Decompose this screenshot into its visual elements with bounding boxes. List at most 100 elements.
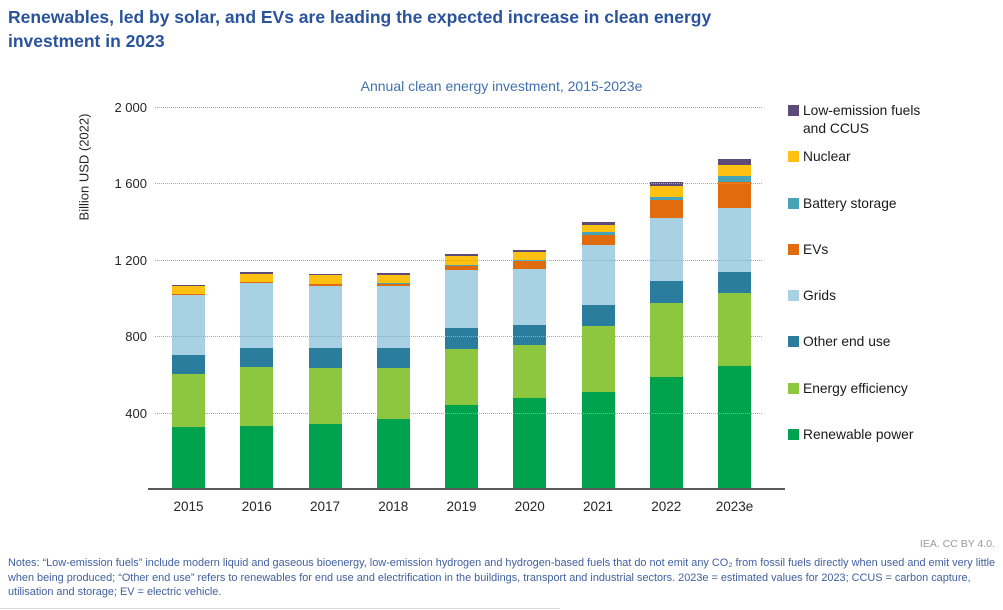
bar-segment xyxy=(240,366,274,426)
bar-segment xyxy=(240,273,274,282)
bar-segment xyxy=(581,234,615,246)
bar-segment xyxy=(376,367,410,420)
legend-label: Energy efficiency xyxy=(803,381,908,396)
bar-2023e: 2023e xyxy=(716,159,753,514)
bar-segment xyxy=(376,273,410,276)
bar-segment xyxy=(376,286,410,348)
bar-segment xyxy=(240,347,274,367)
x-axis-line xyxy=(148,488,785,490)
y-tick-label-800: 800 xyxy=(125,329,147,344)
legend: Low-emission fuels and CCUS Nuclear Batter… xyxy=(788,0,998,470)
bar-segment xyxy=(445,404,478,490)
bar-segment xyxy=(718,208,751,273)
y-tick-label-400: 400 xyxy=(125,405,147,421)
bar-segment xyxy=(308,424,342,490)
bar-segment xyxy=(240,283,274,348)
bar-2015: 2015 xyxy=(172,284,205,514)
chart-subtitle: Annual clean energy investment, 2015-202… xyxy=(360,78,643,94)
bar-segment xyxy=(308,284,342,287)
bar-segment xyxy=(376,275,410,283)
legend-item: Nuclear xyxy=(788,148,851,166)
legend-swatch-icon xyxy=(788,105,799,116)
bar-segment xyxy=(718,365,751,490)
bar-segment xyxy=(718,176,751,182)
page-title-line2: investment in 2023 xyxy=(8,30,165,51)
plot-area: 2015 2016 2017 2018 2019 2020 2021 2022 2023e 40… xyxy=(114,95,775,514)
bar-segment xyxy=(308,275,342,285)
legend-label: EVs xyxy=(803,242,829,257)
gridline-800 xyxy=(155,336,762,337)
bar-segment xyxy=(581,222,615,225)
bar-2018: 2018 xyxy=(376,273,410,514)
y-tick-label-2000: 2 000 xyxy=(114,99,147,115)
bar-segment xyxy=(649,200,683,218)
bar-segment xyxy=(718,272,751,294)
legend-swatch-icon xyxy=(788,429,799,440)
bar-segment xyxy=(581,245,615,305)
bar-2016: 2016 xyxy=(240,272,274,514)
bar-segment xyxy=(172,284,205,287)
x-tick-label-2022: 2022 xyxy=(651,499,682,514)
legend-swatch-icon xyxy=(788,336,799,347)
bar-segment xyxy=(376,347,410,368)
legend-swatch-icon xyxy=(788,198,799,209)
bar-segment xyxy=(649,280,683,303)
bar-segment xyxy=(172,355,205,375)
x-tick-label-2019: 2019 xyxy=(446,499,477,514)
page-title-line1: Renewables, led by solar, and EVs are le… xyxy=(8,7,712,27)
bar-segment xyxy=(513,260,547,262)
bar-segment xyxy=(445,349,478,405)
bar-segment xyxy=(513,269,547,325)
bar-segment xyxy=(581,224,615,233)
bar-segment xyxy=(376,283,410,287)
legend-swatch-icon xyxy=(788,151,799,162)
bar-segment xyxy=(308,286,342,348)
bar-segment xyxy=(240,282,274,284)
bar-segment xyxy=(240,272,274,274)
x-tick-label-2015: 2015 xyxy=(173,499,204,514)
bar-2022: 2022 xyxy=(649,181,683,514)
gridline-2000 xyxy=(155,106,762,108)
legend-swatch-icon xyxy=(788,383,799,394)
legend-swatch-icon xyxy=(788,244,799,255)
bar-segment xyxy=(649,185,683,197)
bar-segment xyxy=(172,426,205,490)
bar-segment xyxy=(718,293,751,366)
bar-segment xyxy=(240,425,274,490)
legend-item: Grids xyxy=(788,287,836,305)
legend-label: Battery storage xyxy=(803,196,897,211)
bar-segment xyxy=(445,264,478,266)
bar-segment xyxy=(308,273,342,276)
bar-segment xyxy=(649,302,683,378)
bar-segment xyxy=(172,293,205,295)
bar-segment xyxy=(376,282,410,284)
bottom-divider xyxy=(0,608,560,609)
legend-item: Other end use xyxy=(788,333,890,351)
bar-segment xyxy=(445,270,478,329)
bar-segment xyxy=(513,344,547,399)
legend-label: Grids xyxy=(803,288,836,303)
legend-item: Battery storage xyxy=(788,195,897,213)
bar-segment xyxy=(718,159,751,165)
page-title: Renewables, led by solar, and EVs are le… xyxy=(8,6,958,53)
bar-segment xyxy=(172,374,205,427)
legend-swatch-icon xyxy=(788,290,799,301)
bar-segment xyxy=(649,196,683,201)
bar-segment xyxy=(581,232,615,235)
bar-segment xyxy=(445,254,478,257)
legend-item: EVs xyxy=(788,241,828,259)
y-axis-title: Billion USD (2022) xyxy=(76,113,92,221)
gridline-400 xyxy=(155,412,762,414)
bar-segment xyxy=(513,398,547,490)
y-tick-label-1600: 1 600 xyxy=(114,176,147,191)
legend-label: Low-emission fuels and CCUS xyxy=(803,103,921,136)
y-tick-label-1200: 1 200 xyxy=(114,252,147,268)
license-credit: IEA. CC BY 4.0. xyxy=(919,538,995,550)
bar-segment xyxy=(172,286,205,294)
x-tick-label-2017: 2017 xyxy=(309,499,341,514)
bar-segment xyxy=(445,265,478,271)
bar-2019: 2019 xyxy=(445,254,478,514)
bar-segment xyxy=(649,217,683,281)
legend-item: Low-emission fuels and CCUS xyxy=(788,102,943,138)
